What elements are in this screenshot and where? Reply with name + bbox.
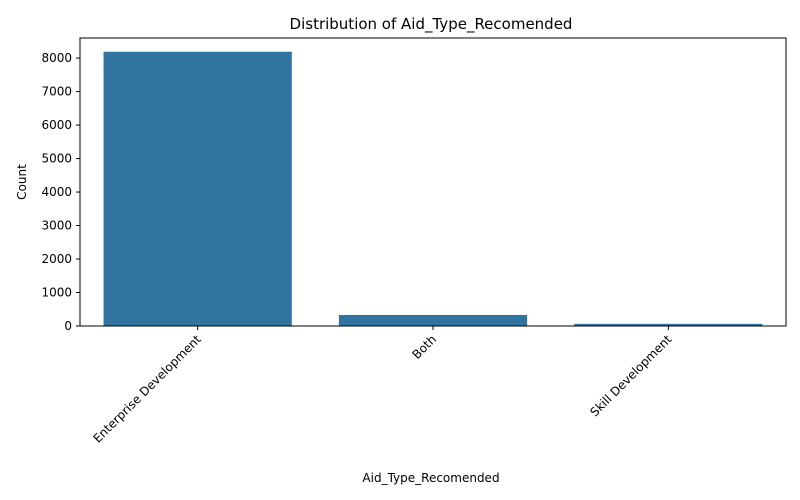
plot-area-frame — [79, 37, 787, 327]
y-tick-label: 2000 — [41, 252, 72, 266]
bar-skill-development — [574, 323, 763, 326]
x-tick-label: Enterprise Development — [90, 332, 204, 446]
x-axis-ticks: Enterprise Development Both Skill Developm… — [90, 326, 675, 446]
x-tick-label: Both — [410, 332, 440, 362]
y-axis-ticks: 0 1000 2000 3000 4000 5000 6000 7000 8000 — [41, 51, 80, 333]
bar-enterprise-development — [103, 51, 292, 327]
y-axis-label: Count — [15, 164, 29, 200]
bar-both — [338, 314, 528, 326]
y-tick-label: 3000 — [41, 219, 72, 233]
y-tick-label: 4000 — [41, 185, 72, 199]
x-tick-label: Skill Development — [587, 332, 674, 419]
chart-title: Distribution of Aid_Type_Recomended — [290, 15, 573, 34]
y-tick-label: 7000 — [41, 85, 72, 99]
y-tick-label: 8000 — [41, 51, 72, 65]
bars-group — [103, 51, 763, 327]
y-tick-label: 6000 — [41, 118, 72, 132]
y-tick-label: 0 — [64, 319, 72, 333]
y-tick-label: 1000 — [41, 286, 72, 300]
y-tick-label: 5000 — [41, 152, 72, 166]
x-axis-label: Aid_Type_Recomended — [362, 471, 499, 485]
